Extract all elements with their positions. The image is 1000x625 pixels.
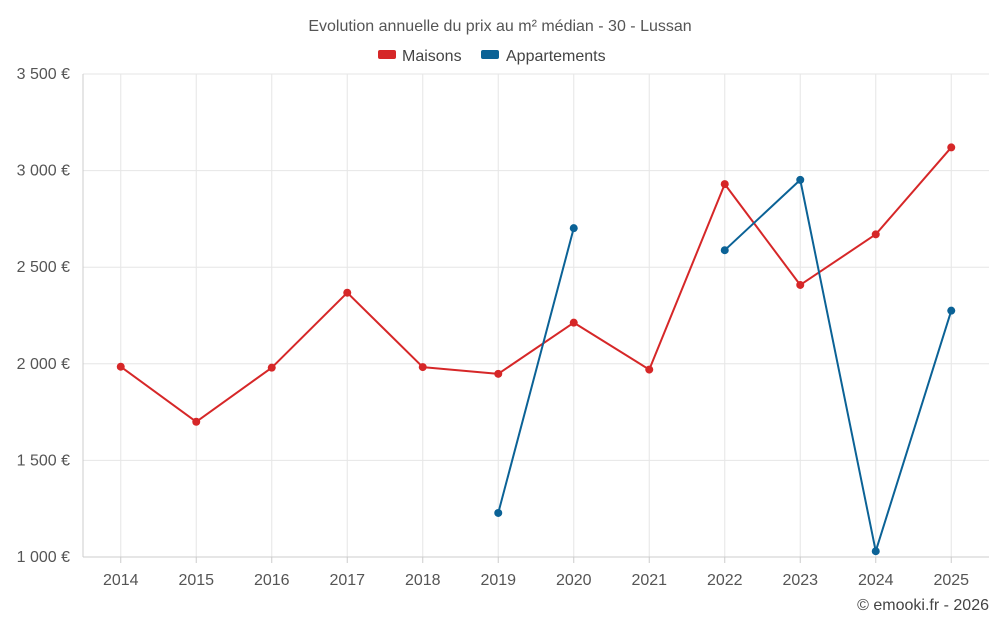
data-point-appartements[interactable]	[569, 224, 578, 233]
series-maisons	[116, 143, 956, 426]
data-point-appartements[interactable]	[947, 306, 956, 315]
data-point-maisons[interactable]	[720, 180, 729, 189]
grid	[83, 73, 989, 557]
x-tick-label: 2017	[329, 572, 365, 589]
data-point-appartements[interactable]	[871, 547, 880, 556]
legend-swatch-maisons	[378, 50, 396, 59]
y-tick-label: 2 500 €	[17, 259, 70, 276]
y-tick-label: 1 500 €	[17, 452, 70, 469]
legend-label-appartements: Appartements	[506, 48, 606, 65]
x-tick-label: 2022	[707, 572, 743, 589]
data-point-maisons[interactable]	[494, 369, 503, 378]
x-tick-label: 2021	[631, 572, 667, 589]
data-point-maisons[interactable]	[267, 363, 276, 372]
y-tick-label: 3 000 €	[17, 163, 70, 180]
y-tick-label: 3 500 €	[17, 66, 70, 83]
series-line-appartements	[724, 178, 953, 553]
credit: © emooki.fr - 2026	[857, 597, 989, 614]
x-tick-label: 2015	[178, 572, 214, 589]
legend-item-appartements[interactable]: Appartements	[481, 48, 606, 65]
y-tick-label: 2 000 €	[17, 356, 70, 373]
series-appartements	[494, 175, 956, 556]
data-point-maisons[interactable]	[116, 362, 125, 371]
data-point-maisons[interactable]	[418, 363, 427, 372]
data-point-appartements[interactable]	[796, 175, 805, 184]
data-point-appartements[interactable]	[720, 246, 729, 255]
y-tick-label: 1 000 €	[17, 549, 70, 566]
x-tick-label: 2018	[405, 572, 441, 589]
x-tick-label: 2025	[933, 572, 969, 589]
y-axis: 1 000 € 1 500 € 2 000 € 2 500 € 3 000 € 3 500…	[17, 66, 84, 566]
data-point-maisons[interactable]	[871, 230, 880, 239]
x-tick-label: 2014	[103, 572, 139, 589]
series-line-maisons	[120, 146, 953, 423]
series-layer	[116, 143, 956, 556]
data-point-maisons[interactable]	[947, 143, 956, 152]
data-point-maisons[interactable]	[796, 280, 805, 289]
data-point-maisons[interactable]	[645, 365, 654, 374]
x-tick-label: 2023	[782, 572, 818, 589]
legend: Maisons Appartements	[378, 48, 606, 65]
legend-item-maisons[interactable]: Maisons	[378, 48, 462, 65]
data-point-maisons[interactable]	[569, 318, 578, 327]
x-tick-label: 2019	[480, 572, 516, 589]
legend-label-maisons: Maisons	[402, 48, 462, 65]
x-tick-label: 2020	[556, 572, 592, 589]
data-point-maisons[interactable]	[343, 288, 352, 297]
legend-swatch-appartements	[481, 50, 499, 59]
data-point-maisons[interactable]	[192, 417, 201, 426]
x-tick-label: 2024	[858, 572, 894, 589]
chart-title: Evolution annuelle du prix au m² médian …	[308, 18, 691, 35]
x-axis: 2014 2015 2016 2017 2018 2019 2020 2021 2022 2023…	[83, 556, 989, 589]
data-point-appartements[interactable]	[494, 508, 503, 517]
x-tick-label: 2016	[254, 572, 290, 589]
series-line-appartements	[497, 227, 575, 514]
